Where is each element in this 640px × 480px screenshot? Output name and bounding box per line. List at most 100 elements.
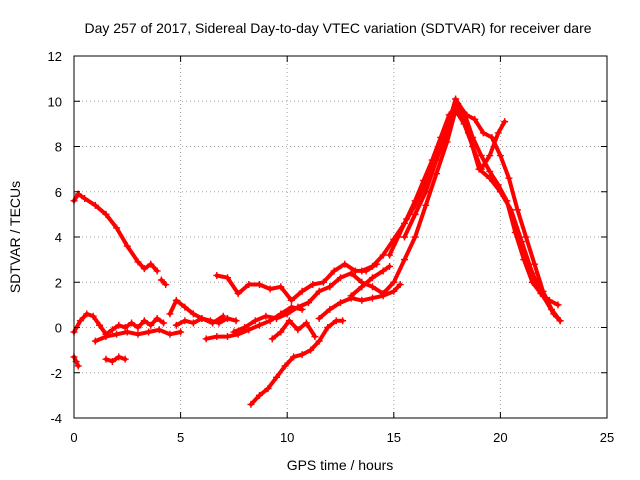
data-point-marker: [390, 278, 398, 286]
data-point-marker: [115, 321, 123, 329]
series-arc-storm-main: [358, 95, 562, 309]
data-point-marker: [486, 167, 494, 175]
data-point-marker: [153, 314, 161, 322]
data-point-marker: [368, 274, 376, 282]
data-point-marker: [432, 170, 440, 178]
data-point-marker: [213, 271, 221, 279]
data-point-marker: [128, 319, 136, 327]
data-point-marker: [390, 287, 398, 295]
data-point-marker: [462, 111, 470, 119]
series-line: [359, 97, 560, 307]
data-point-marker: [202, 335, 210, 343]
data-point-marker: [224, 333, 232, 341]
data-point-marker: [209, 319, 217, 327]
data-point-marker: [305, 299, 313, 307]
data-point-marker: [302, 319, 310, 327]
data-point-marker: [162, 281, 170, 289]
series-line: [402, 103, 563, 323]
data-point-marker: [113, 224, 121, 232]
data-point-marker: [273, 373, 281, 381]
data-point-marker: [287, 296, 295, 304]
axis-ticks: 0 5 10 15 20 25 -4 -2 0 2 4 6 8 10 12: [48, 49, 615, 445]
series-arc-neg-early: [70, 353, 82, 370]
data-point-marker: [255, 391, 263, 399]
x-tick-label: 25: [600, 430, 614, 445]
data-point-marker: [153, 267, 161, 275]
data-point-marker: [273, 314, 281, 322]
data-point-marker: [330, 267, 338, 275]
data-point-marker: [121, 355, 129, 363]
data-point-marker: [166, 330, 174, 338]
data-point-marker: [134, 330, 142, 338]
series-arc-neg-small: [102, 353, 129, 365]
data-point-marker: [486, 174, 494, 182]
data-point-marker: [368, 283, 376, 291]
data-point-marker: [89, 312, 97, 320]
data-point-marker: [347, 269, 355, 277]
data-point-marker: [298, 287, 306, 295]
data-point-marker: [315, 337, 323, 345]
data-point-marker: [102, 355, 110, 363]
data-point-marker: [550, 310, 558, 318]
data-point-marker: [488, 133, 496, 141]
data-point-marker: [172, 296, 180, 304]
data-point-marker: [496, 188, 504, 196]
series-arc-morning-flat: [91, 326, 185, 345]
x-axis-label: GPS time / hours: [287, 457, 394, 473]
data-point-marker: [283, 310, 291, 318]
y-tick-label: 6: [55, 185, 62, 200]
data-point-marker: [166, 310, 174, 318]
series-arc-noon-wiggle: [268, 317, 319, 343]
data-point-marker: [281, 362, 289, 370]
data-point-marker: [319, 278, 327, 286]
data-point-marker: [341, 260, 349, 268]
data-point-marker: [294, 326, 302, 334]
y-tick-label: -4: [50, 411, 62, 426]
data-point-marker: [232, 317, 240, 325]
chart-title: Day 257 of 2017, Sidereal Day-to-day VTE…: [84, 20, 591, 36]
data-point-marker: [241, 324, 249, 331]
y-tick-label: 8: [55, 140, 62, 155]
data-point-marker: [189, 310, 197, 318]
data-point-marker: [358, 296, 366, 304]
data-point-marker: [298, 351, 306, 359]
data-point-marker: [379, 251, 387, 259]
y-tick-label: 10: [48, 94, 62, 109]
data-point-marker: [266, 285, 274, 293]
data-point-marker: [518, 238, 526, 246]
data-point-marker: [285, 317, 293, 325]
data-point-marker: [81, 195, 89, 203]
data-point-marker: [505, 174, 513, 182]
data-point-marker: [400, 233, 408, 241]
data-point-marker: [326, 283, 334, 291]
data-point-marker: [91, 337, 99, 345]
y-tick-label: 0: [55, 321, 62, 336]
data-point-marker: [411, 233, 419, 241]
data-point-marker: [268, 335, 276, 343]
data-point-marker: [181, 317, 189, 325]
data-point-marker: [358, 267, 366, 275]
data-point-marker: [411, 210, 419, 218]
data-point-marker: [501, 118, 509, 126]
series-line: [104, 354, 128, 364]
data-point-marker: [445, 111, 453, 119]
data-point-marker: [452, 95, 460, 103]
series-line: [174, 314, 226, 328]
data-point-marker: [160, 319, 168, 327]
data-point-marker: [224, 314, 232, 322]
data-point-marker: [443, 129, 451, 137]
data-point-marker: [422, 201, 430, 209]
data-point-marker: [347, 292, 355, 300]
series-arc-mid-bump: [166, 296, 240, 327]
data-point-marker: [513, 206, 521, 214]
data-point-marker: [411, 197, 419, 205]
data-point-marker: [358, 283, 366, 291]
data-point-marker: [74, 362, 82, 370]
data-point-marker: [181, 303, 189, 311]
data-point-marker: [464, 129, 472, 137]
data-point-marker: [145, 328, 153, 336]
series-line: [249, 318, 345, 407]
data-point-marker: [554, 301, 562, 309]
x-tick-label: 10: [280, 430, 294, 445]
